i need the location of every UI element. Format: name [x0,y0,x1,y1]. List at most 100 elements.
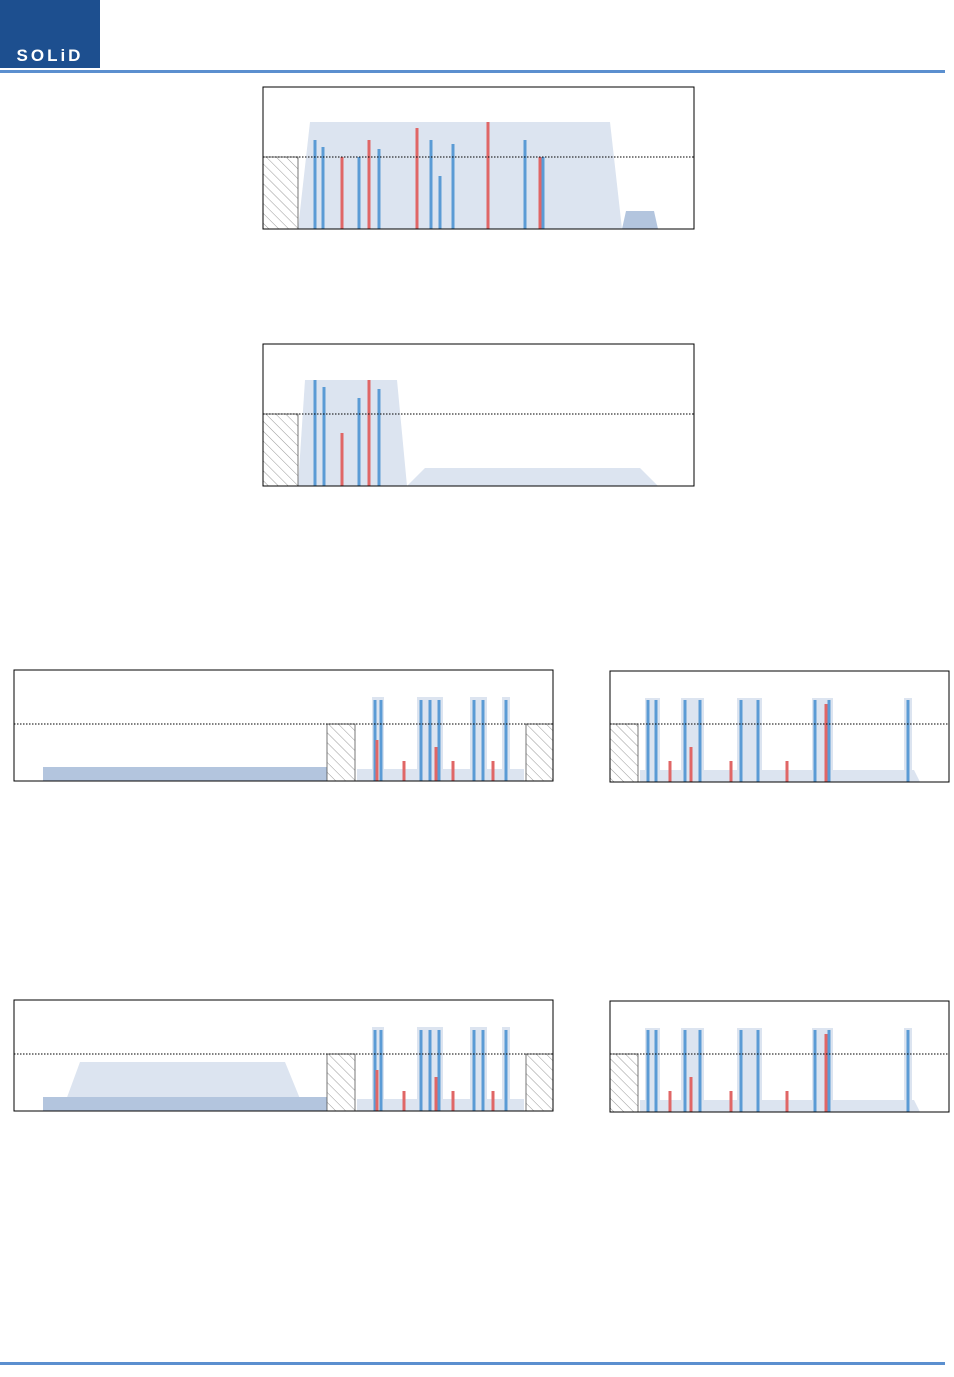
carrier-bar [428,1030,432,1111]
carrier-bar [491,1091,495,1111]
diagram-5 [13,999,554,1112]
carrier-bar [698,700,702,782]
hatched-block [525,1053,554,1112]
carrier-bar [313,140,317,229]
carrier-bar [434,1077,438,1111]
carrier-bar [654,1030,658,1112]
hatched-block [326,723,356,782]
spectrum-shape [622,211,658,229]
ground-band [43,767,355,781]
carrier-bar [729,1091,733,1112]
carrier-bar [486,122,490,229]
carrier-bar [419,700,423,781]
carrier-bar [322,387,326,486]
carrier-bar [402,1091,406,1111]
carrier-bar [824,704,828,782]
carrier-bar [437,1030,441,1111]
hatched-block [609,1053,639,1113]
diagram-2 [262,343,695,487]
carrier-bar [541,157,545,229]
logo-box: SOLiD [0,0,100,68]
carrier-bar [739,1030,743,1112]
carrier-bar [683,1030,687,1112]
carrier-bar [827,700,831,782]
carrier-bar [683,700,687,782]
carrier-bar [827,1030,831,1112]
carrier-bar [813,1030,817,1112]
carrier-bar [785,1091,789,1112]
carrier-bar [689,1077,693,1112]
carrier-bar [729,761,733,782]
carrier-bar [756,1030,760,1112]
carrier-bar [367,380,371,486]
carrier-bar [689,747,693,782]
carrier-bar [434,747,438,781]
carrier-bar [906,700,910,782]
carrier-bar [357,398,361,486]
hatched-block [326,1053,356,1112]
carrier-bar [538,157,542,229]
diagram-3 [13,669,554,782]
carrier-bar [813,700,817,782]
carrier-bar [756,700,760,782]
carrier-bar [429,140,433,229]
diagram-1 [262,86,695,230]
carrier-bar [668,1091,672,1112]
carrier-bar [504,700,508,781]
ground-band [43,1097,355,1111]
footer-rule [0,1362,945,1365]
spectrum-shape [407,468,658,486]
carrier-bar [340,433,344,486]
carrier-bar [646,700,650,782]
carrier-bar [472,700,476,781]
carrier-bar [377,149,381,229]
carrier-bar [646,1030,650,1112]
hatched-block [262,156,299,230]
carrier-bar [428,700,432,781]
carrier-bar [377,389,381,486]
spectrum-shape [298,122,622,229]
diagram-frame [262,86,695,230]
carrier-bar [375,1070,379,1111]
carrier-bar [357,157,361,229]
carrier-bar [438,176,442,229]
ground-band [640,770,920,782]
logo-text: SOLiD [16,46,84,65]
carrier-bar [472,1030,476,1111]
carrier-bar [379,1030,383,1111]
diagram-frame [13,999,554,1112]
carrier-bar [654,700,658,782]
carrier-bar [379,700,383,781]
hatched-block [525,723,554,782]
carrier-bar [373,1030,377,1111]
carrier-bar [451,761,455,781]
carrier-bar [340,157,344,229]
hatched-block [262,413,299,487]
diagram-frame [609,1000,950,1113]
carrier-bar [785,761,789,782]
carrier-bar [523,140,527,229]
carrier-bar [504,1030,508,1111]
carrier-bar [668,761,672,782]
carrier-bar [375,740,379,781]
carrier-bar [313,380,317,486]
carrier-band [681,1028,704,1112]
carrier-bar [415,128,419,229]
carrier-bar [367,140,371,229]
diagram-frame [609,670,950,783]
carrier-bar [402,761,406,781]
carrier-bar [437,700,441,781]
header-rule [0,70,945,73]
carrier-bar [481,1030,485,1111]
carrier-band [681,698,704,782]
diagram-frame [262,343,695,487]
carrier-bar [739,700,743,782]
diagram-frame [13,669,554,782]
carrier-bar [373,700,377,781]
carrier-bar [698,1030,702,1112]
carrier-bar [481,700,485,781]
carrier-bar [451,1091,455,1111]
diagram-6 [609,1000,950,1113]
